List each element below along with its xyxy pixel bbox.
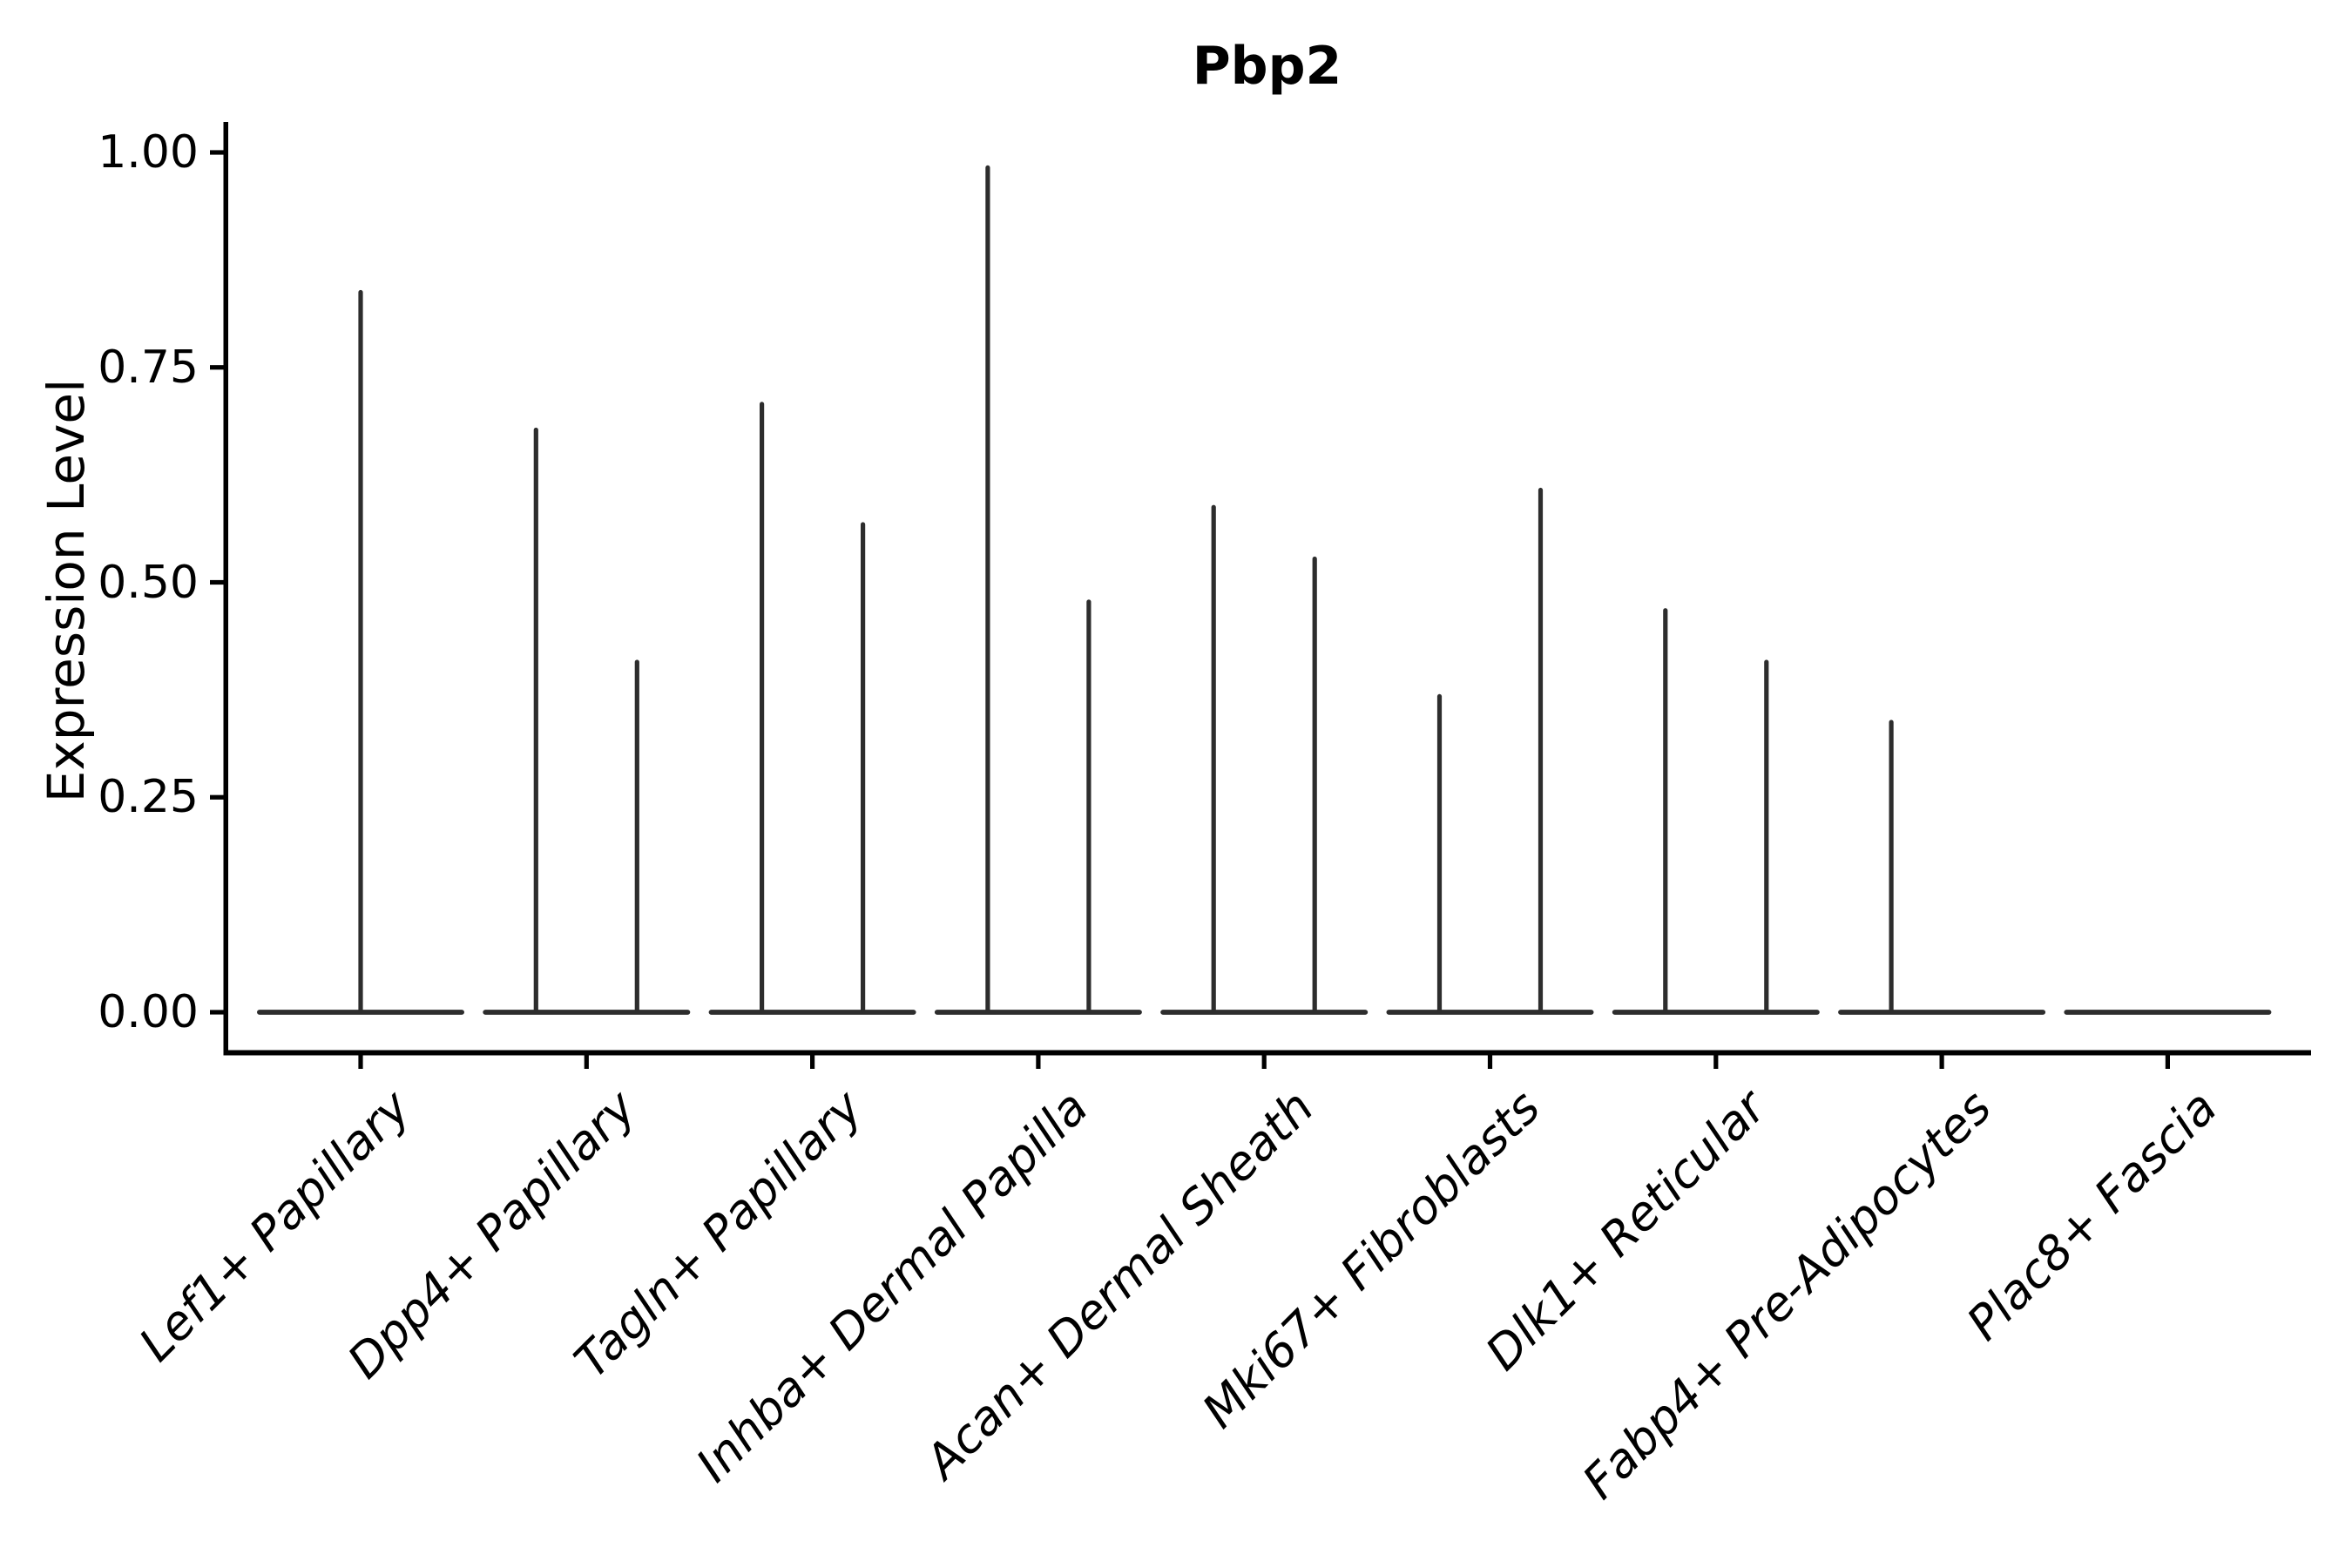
y-tick-label: 1.00 [98, 126, 199, 179]
x-tick-mark [1487, 1052, 1493, 1069]
violin-baseline [934, 1010, 1142, 1015]
y-tick-label: 0.00 [98, 986, 199, 1038]
violin-baseline [1838, 1010, 2046, 1015]
x-tick-mark [1713, 1052, 1719, 1069]
violin-baseline [708, 1010, 916, 1015]
y-axis-spine [223, 122, 228, 1056]
y-tick-label: 0.50 [98, 556, 199, 609]
violin-baseline [483, 1010, 691, 1015]
y-tick-mark [210, 1010, 225, 1015]
x-tick-mark [358, 1052, 363, 1069]
violin-baseline [1612, 1010, 1820, 1015]
y-tick-mark [210, 150, 225, 155]
y-tick-mark [210, 794, 225, 800]
x-tick-mark [1036, 1052, 1041, 1069]
x-tick-mark [2165, 1052, 2170, 1069]
chart-title: Pbp2 [1192, 36, 1342, 97]
x-tick-mark [810, 1052, 815, 1069]
y-tick-mark [210, 365, 225, 370]
y-tick-label: 0.75 [98, 341, 199, 394]
violin-baseline [1386, 1010, 1594, 1015]
x-tick-mark [1939, 1052, 1944, 1069]
x-tick-mark [1261, 1052, 1267, 1069]
x-axis-spine [223, 1050, 2311, 1056]
violin-baseline [1160, 1010, 1369, 1015]
x-tick-mark [584, 1052, 589, 1069]
y-tick-mark [210, 579, 225, 585]
violin-baseline [2064, 1010, 2272, 1015]
y-tick-label: 0.25 [98, 771, 199, 824]
